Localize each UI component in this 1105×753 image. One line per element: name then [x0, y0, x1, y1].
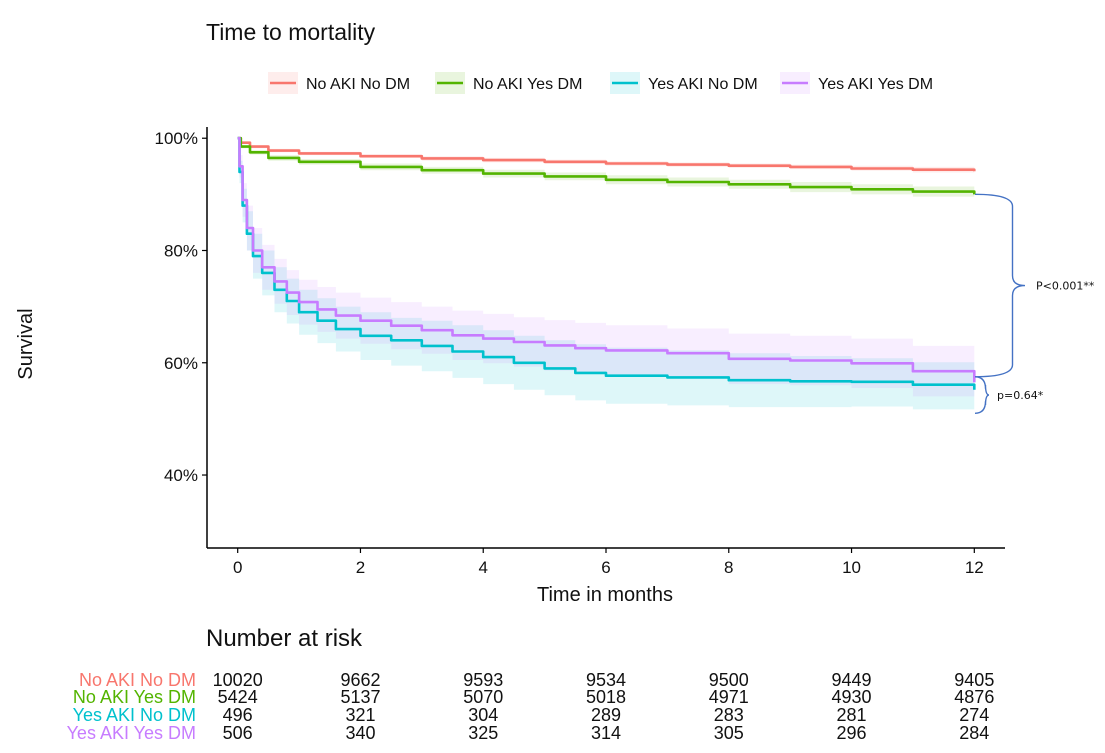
risk-cell-2-2: 304: [468, 705, 498, 725]
risk-cell-0-5: 9449: [832, 670, 872, 690]
risk-table: No AKI No DM 10020 9662 9593 9534 9500 9449 940…: [67, 670, 995, 743]
risk-cell-1-1: 5137: [340, 687, 380, 707]
risk-cell-2-4: 283: [714, 705, 744, 725]
risk-row-label-3: Yes AKI Yes DM: [67, 723, 196, 743]
risk-cell-0-6: 9405: [954, 670, 994, 690]
legend-label-0: No AKI No DM: [306, 76, 410, 93]
annotation-p-large: P<0.001**: [1036, 280, 1095, 293]
series-line-1: [237, 136, 976, 195]
risk-cell-1-2: 5070: [463, 687, 503, 707]
risk-cell-3-6: 284: [959, 723, 989, 743]
risk-cell-0-4: 9500: [709, 670, 749, 690]
x-tick-label-3: 6: [601, 558, 610, 577]
brace-large: [974, 193, 1026, 378]
x-tick-label-4: 8: [724, 558, 733, 577]
x-tick-label-5: 10: [842, 558, 861, 577]
x-tick-label-2: 4: [478, 558, 487, 577]
risk-cell-2-3: 289: [591, 705, 621, 725]
risk-cell-3-3: 314: [591, 723, 621, 743]
risk-table-title: Number at risk: [206, 625, 363, 652]
annotation-p-small: p=0.64*: [997, 389, 1044, 402]
risk-row-label-2: Yes AKI No DM: [73, 705, 196, 725]
risk-cell-0-2: 9593: [463, 670, 503, 690]
y-tick-label-3: 100%: [155, 129, 198, 148]
risk-cell-2-0: 496: [223, 705, 253, 725]
series-line-0: [237, 136, 976, 172]
y-axis-label: Survival: [15, 308, 37, 379]
legend: No AKI No DM No AKI Yes DM Yes AKI No DM Ye…: [268, 72, 933, 94]
risk-cell-0-1: 9662: [340, 670, 380, 690]
brace-small: [974, 376, 990, 414]
risk-cell-3-2: 325: [468, 723, 498, 743]
risk-cell-0-3: 9534: [586, 670, 626, 690]
x-axis-label: Time in months: [537, 584, 673, 606]
risk-cell-3-1: 340: [345, 723, 375, 743]
y-tick-label-2: 80%: [164, 241, 198, 260]
risk-cell-3-0: 506: [223, 723, 253, 743]
legend-label-1: No AKI Yes DM: [473, 76, 582, 93]
risk-cell-3-5: 296: [837, 723, 867, 743]
x-tick-label-6: 12: [965, 558, 984, 577]
risk-cell-1-4: 4971: [709, 687, 749, 707]
risk-row-label-0: No AKI No DM: [79, 670, 196, 690]
y-tick-label-1: 60%: [164, 354, 198, 373]
risk-cell-2-6: 274: [959, 705, 989, 725]
risk-cell-0-0: 10020: [213, 670, 263, 690]
risk-cell-1-0: 5424: [218, 687, 258, 707]
series-line-2: [237, 136, 976, 390]
legend-label-3: Yes AKI Yes DM: [818, 76, 933, 93]
risk-cell-3-4: 305: [714, 723, 744, 743]
risk-cell-1-3: 5018: [586, 687, 626, 707]
risk-row-label-1: No AKI Yes DM: [73, 687, 196, 707]
x-tick-label-1: 2: [356, 558, 365, 577]
chart-title: Time to mortality: [206, 19, 376, 45]
series-line-3: [237, 136, 976, 383]
risk-cell-1-5: 4930: [832, 687, 872, 707]
legend-label-2: Yes AKI No DM: [648, 76, 758, 93]
y-tick-label-0: 40%: [164, 466, 198, 485]
p-value-annotations: P<0.001** p=0.64*: [974, 193, 1095, 414]
risk-cell-1-6: 4876: [954, 687, 994, 707]
axes: 40% 60% 80% 100% 0 2 4 6 8 10 12: [155, 127, 1005, 577]
plot-area: [237, 136, 976, 415]
x-tick-label-0: 0: [233, 558, 242, 577]
risk-cell-2-5: 281: [837, 705, 867, 725]
risk-cell-2-1: 321: [345, 705, 375, 725]
